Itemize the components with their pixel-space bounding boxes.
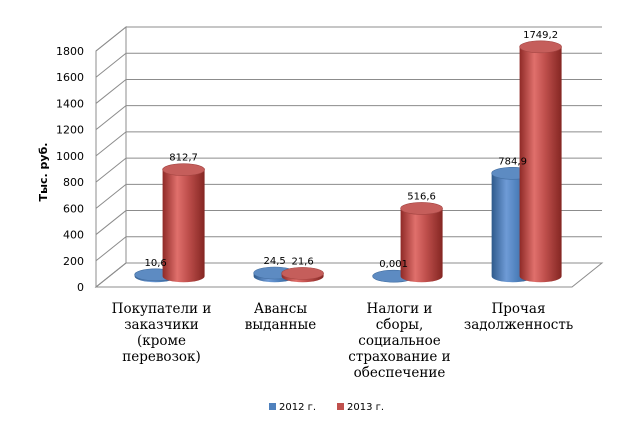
y-tick-label: 1800 xyxy=(56,45,84,58)
category-label-line: обеспечение xyxy=(354,365,446,381)
category-label-line: сборы, xyxy=(376,317,424,333)
data-label: 21,6 xyxy=(291,256,313,267)
category-label: Налоги и сборы, социальное страхование и обе… xyxy=(348,301,450,381)
gridline xyxy=(95,105,602,131)
legend-label: 2012 г. xyxy=(279,402,316,413)
category-labels: Покупатели и заказчики (кроме перевозок) Ава… xyxy=(112,301,574,381)
data-label: 516,6 xyxy=(407,191,436,202)
side-wall xyxy=(95,25,127,289)
category-label: Авансы выданные xyxy=(245,301,316,333)
gridline xyxy=(95,78,602,104)
bar xyxy=(519,40,562,283)
y-tick-label: 800 xyxy=(63,176,84,189)
gridline xyxy=(95,131,602,157)
y-tick-label: 1000 xyxy=(56,150,84,163)
gridline xyxy=(95,236,602,262)
bar xyxy=(281,267,324,283)
category-label-line: Покупатели и xyxy=(112,301,212,317)
bar-top xyxy=(519,40,562,54)
bar xyxy=(162,163,205,283)
gridline xyxy=(95,262,602,288)
category-label-line: социальное xyxy=(358,333,440,349)
gridline xyxy=(95,210,602,235)
y-tick-label: 200 xyxy=(63,255,84,268)
data-label: 784,9 xyxy=(498,156,527,167)
category-label: Прочая задолженность xyxy=(464,301,573,333)
category-label-line: (кроме xyxy=(137,333,186,349)
data-label: 10,6 xyxy=(144,258,166,269)
bar-top xyxy=(400,202,443,215)
y-axis-label: Тыс. руб. xyxy=(37,143,50,202)
legend-swatch xyxy=(269,403,276,410)
y-tick-label: 1200 xyxy=(56,124,84,137)
gridlines xyxy=(95,26,602,288)
y-tick-label: 600 xyxy=(63,202,84,215)
data-label: 1749,2 xyxy=(523,30,558,41)
gridline xyxy=(95,52,602,78)
gridline xyxy=(95,157,602,183)
data-label: 812,7 xyxy=(169,153,198,164)
bars xyxy=(134,40,562,283)
category-label-line: задолженность xyxy=(464,317,573,333)
bar xyxy=(400,202,443,283)
y-axis-ticks: 0 200 400 600 800 1000 1200 1400 1600 1800 xyxy=(56,45,84,294)
category-label-line: Авансы xyxy=(254,301,307,317)
category-label-line: заказчики xyxy=(124,317,199,333)
category-label-line: выданные xyxy=(245,317,316,333)
data-label: 24,5 xyxy=(263,256,285,267)
category-label-line: Налоги и xyxy=(367,301,433,317)
y-tick-label: 400 xyxy=(63,229,84,242)
y-tick-label: 1600 xyxy=(56,71,84,84)
category-label-line: страхование и xyxy=(348,349,450,365)
gridline xyxy=(95,183,602,209)
bar-body xyxy=(519,46,562,283)
data-labels: 10,6 24,5 0,001 784,9 812,7 21,6 516,6 1749,2 xyxy=(144,30,558,270)
data-label: 0,001 xyxy=(379,259,408,270)
legend-swatch xyxy=(337,403,344,410)
category-label-line: перевозок) xyxy=(122,349,201,365)
bar-body xyxy=(162,169,205,283)
bar-top xyxy=(162,163,205,176)
gridline xyxy=(95,26,602,52)
y-tick-label: 0 xyxy=(77,281,84,294)
category-label: Покупатели и заказчики (кроме перевозок) xyxy=(112,301,212,365)
bar-top xyxy=(281,267,324,280)
legend-label: 2013 г. xyxy=(347,402,384,413)
category-label-line: Прочая xyxy=(491,301,545,317)
y-tick-label: 1400 xyxy=(56,97,84,110)
bar-body xyxy=(400,208,443,283)
legend: 2012 г. 2013 г. xyxy=(269,402,384,413)
